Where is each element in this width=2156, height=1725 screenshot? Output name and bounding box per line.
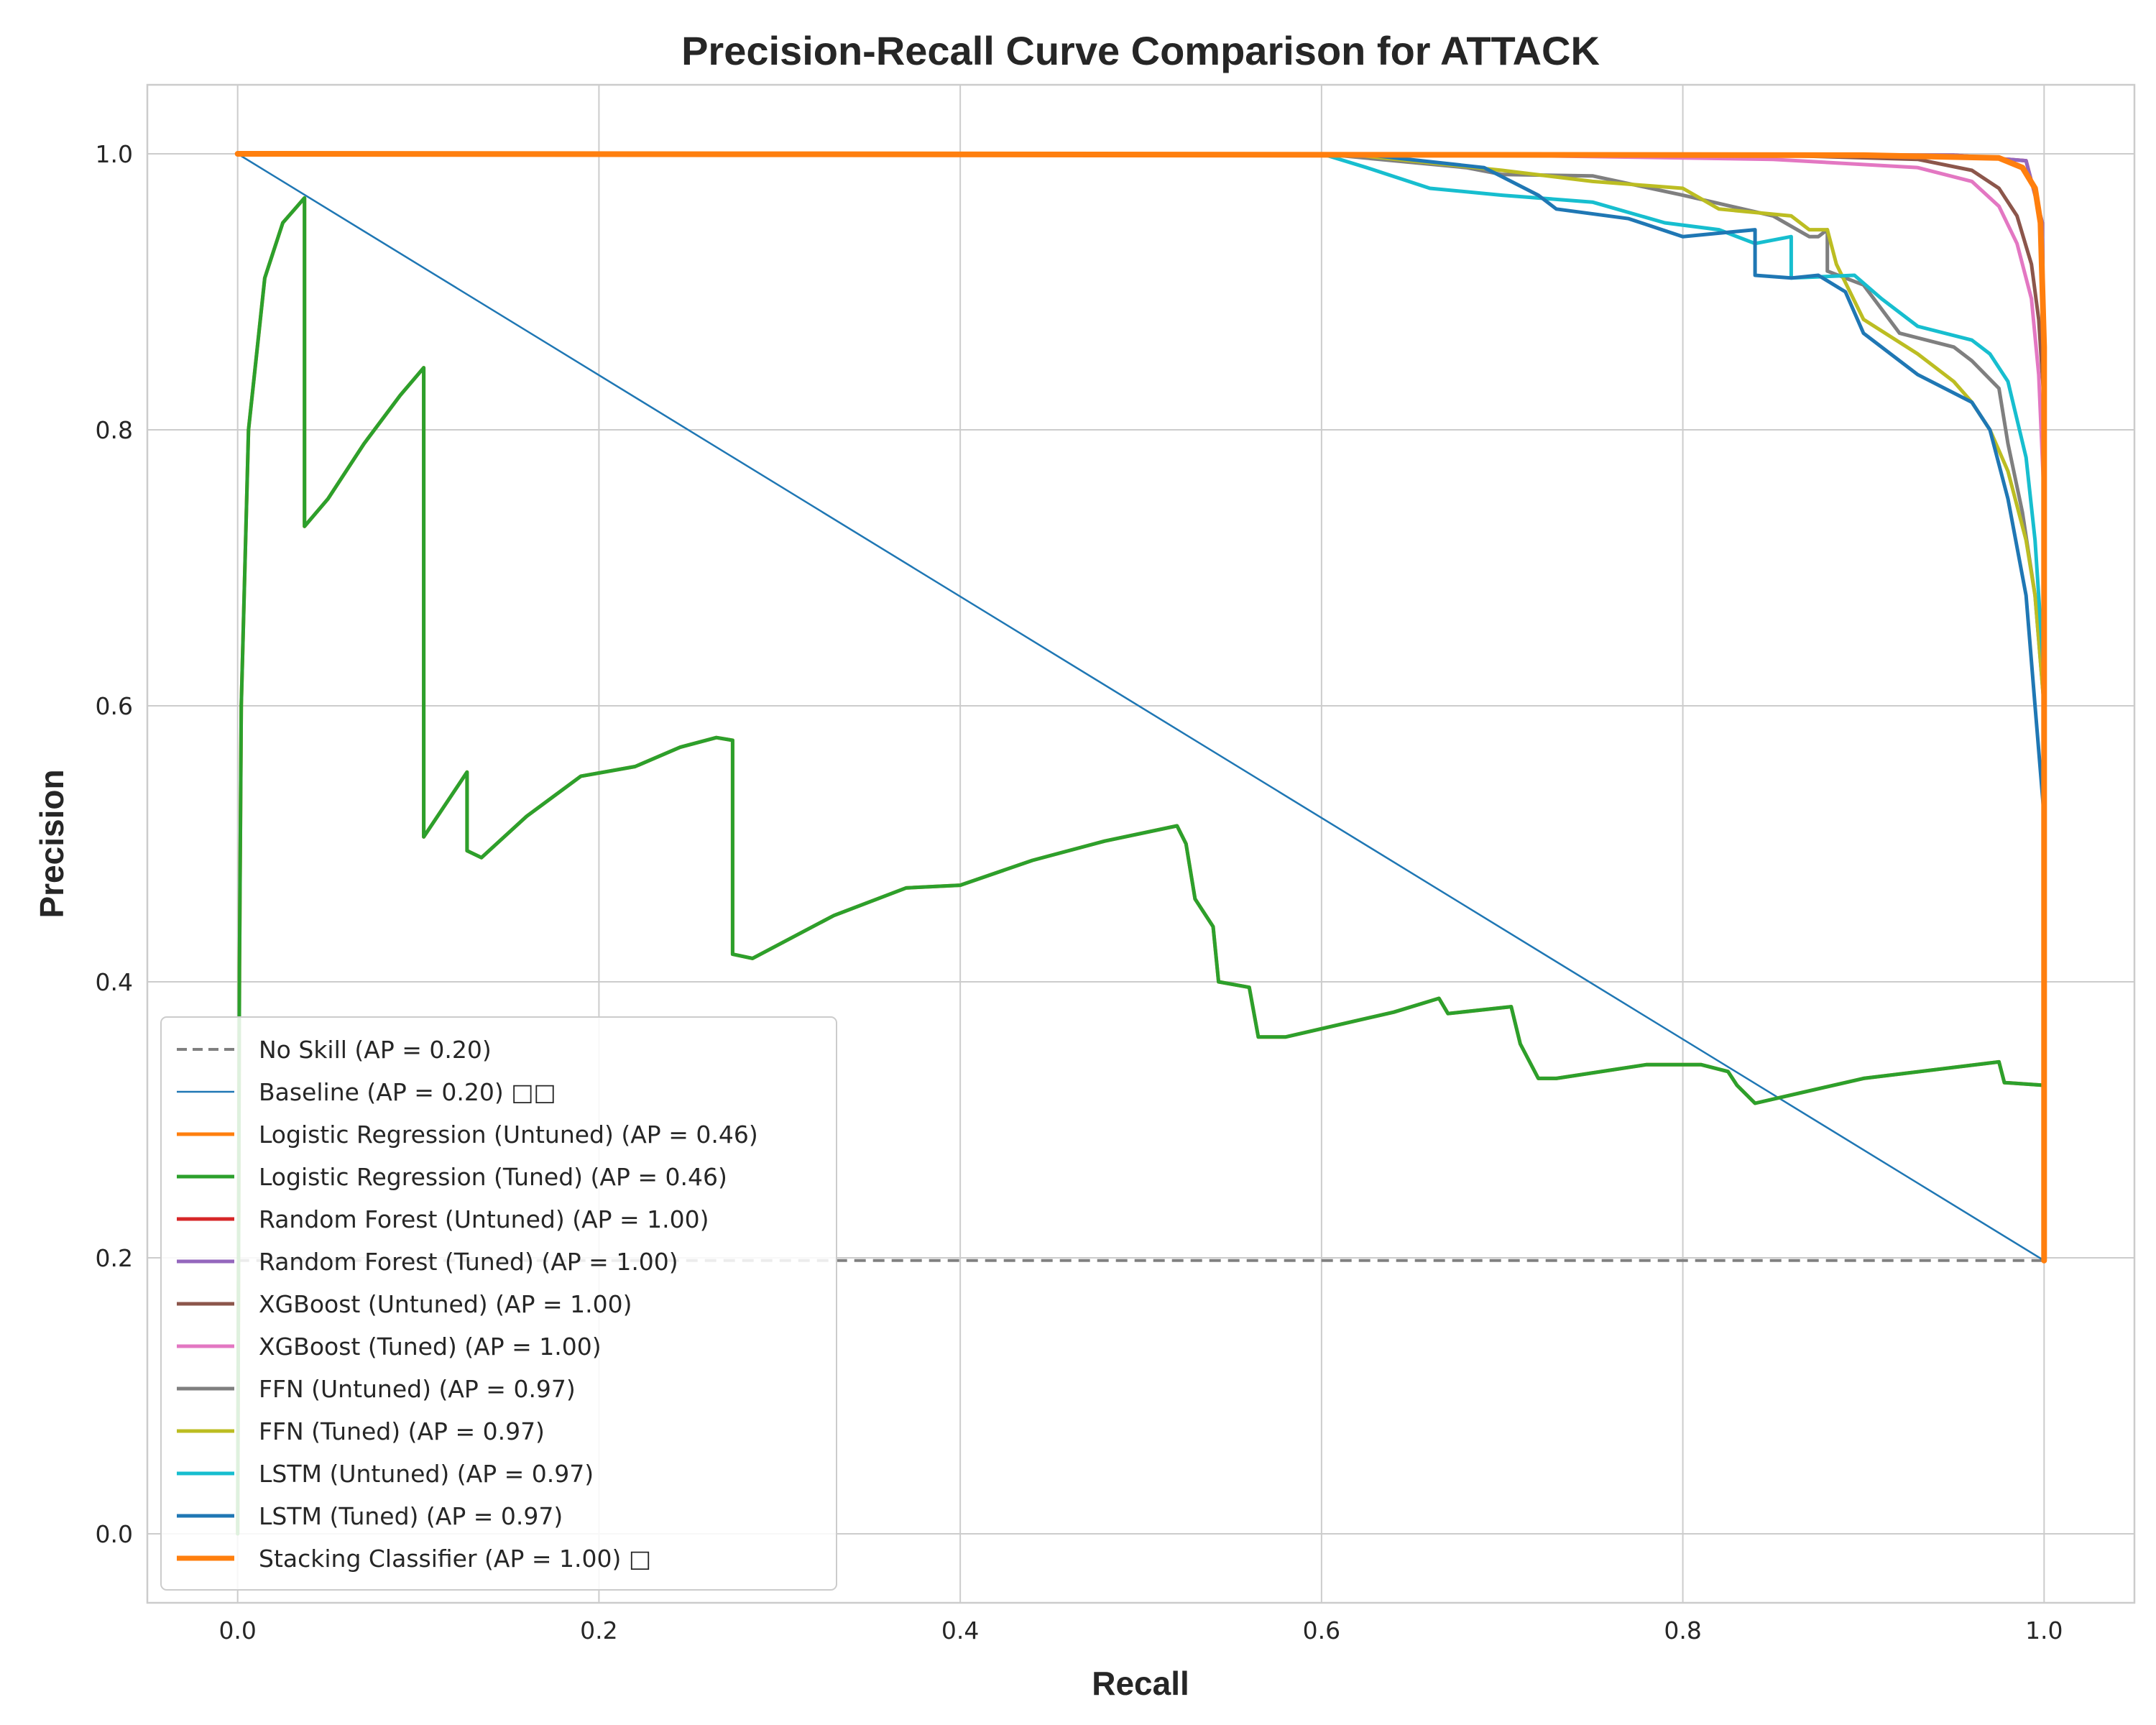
legend-label-1: Baseline (AP = 0.20) □□	[259, 1078, 556, 1106]
series-line-11	[236, 152, 2046, 1263]
legend: No Skill (AP = 0.20) Baseline (AP = 0.20)…	[160, 1016, 837, 1591]
legend-label-8: FFN (Untuned) (AP = 0.97)	[259, 1375, 576, 1403]
x-tick-label-0: 0.0	[218, 1616, 256, 1644]
series-line-1	[236, 152, 2045, 1262]
legend-label-7: XGBoost (Tuned) (AP = 1.00)	[259, 1333, 602, 1361]
legend-box	[160, 1016, 837, 1591]
x-tick-label-2: 0.4	[941, 1616, 979, 1644]
y-tick-label-0: 0.0	[96, 1520, 133, 1548]
y-tick-label-1: 0.2	[96, 1244, 133, 1272]
x-tick-label-3: 0.6	[1303, 1616, 1340, 1644]
legend-label-2: Logistic Regression (Untuned) (AP = 0.46…	[259, 1121, 758, 1149]
series-line-12	[234, 151, 2047, 1264]
plot-frame	[146, 83, 2136, 1604]
x-tick-label-1: 0.2	[580, 1616, 617, 1644]
chart-title: Precision-Recall Curve Comparison for AT…	[681, 28, 1600, 73]
legend-label-3: Logistic Regression (Tuned) (AP = 0.46)	[259, 1163, 727, 1191]
legend-label-5: Random Forest (Tuned) (AP = 1.00)	[259, 1248, 678, 1276]
legend-label-6: XGBoost (Untuned) (AP = 1.00)	[259, 1290, 632, 1318]
series-line-9	[236, 152, 2046, 1263]
legend-label-9: FFN (Tuned) (AP = 0.97)	[259, 1417, 545, 1445]
legend-label-0: No Skill (AP = 0.20)	[259, 1036, 492, 1064]
legend-label-10: LSTM (Untuned) (AP = 0.97)	[259, 1460, 594, 1488]
y-tick-label-2: 0.4	[96, 968, 133, 996]
x-axis-label: Recall	[1092, 1665, 1189, 1702]
legend-label-12: Stacking Classifier (AP = 1.00) □	[259, 1545, 651, 1573]
series-line-7	[236, 152, 2046, 1263]
y-tick-label-5: 1.0	[96, 140, 133, 168]
x-tick-label-4: 0.8	[1664, 1616, 1701, 1644]
series-line-3	[236, 196, 2046, 1536]
y-tick-label-3: 0.6	[96, 692, 133, 720]
y-tick-label-4: 0.8	[96, 416, 133, 444]
series-layer	[234, 151, 2047, 1536]
legend-label-11: LSTM (Tuned) (AP = 0.97)	[259, 1502, 563, 1530]
y-axis-label: Precision	[33, 769, 70, 918]
legend-label-4: Random Forest (Untuned) (AP = 1.00)	[259, 1205, 709, 1233]
x-tick-label-5: 1.0	[2025, 1616, 2063, 1644]
tick-layer: 0.0 0.2 0.4 0.6 0.8 1.0 0.0 0.2 0.4 0.6 0.8 1.0	[96, 140, 2063, 1644]
